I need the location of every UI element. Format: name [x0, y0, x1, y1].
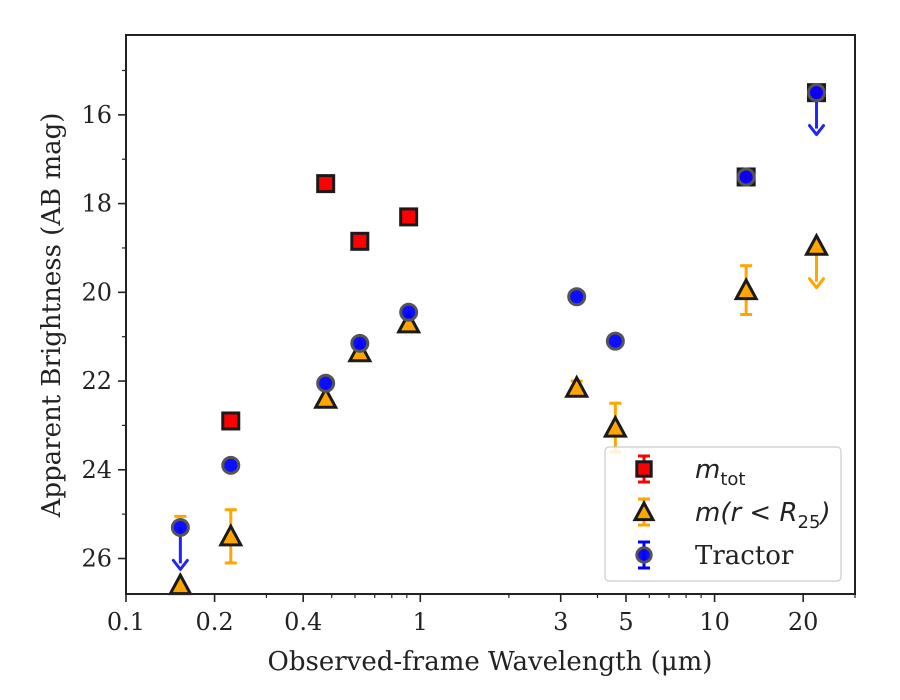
plot-layer — [167, 83, 830, 596]
point-circle — [807, 83, 827, 103]
point-triangle — [313, 385, 339, 409]
legend: mtot m(r < R25) Tractor — [604, 446, 842, 582]
x-tick-label: 20 — [788, 608, 819, 636]
y-tick-label: 16 — [81, 101, 112, 129]
legend-label: m(r < R25) — [695, 498, 831, 533]
x-axis-title: Observed-frame Wavelength (μm) — [268, 647, 713, 677]
point-circle — [736, 167, 756, 187]
point-square — [350, 231, 370, 251]
y-tick-label: 26 — [81, 545, 112, 573]
point-triangle — [564, 374, 590, 398]
y-tick-label: 18 — [81, 190, 112, 218]
point-circle — [567, 287, 587, 307]
point-square — [221, 411, 241, 431]
upper-limit-arrow-head — [808, 124, 826, 137]
y-tick-label: 24 — [81, 456, 112, 484]
x-tick-label: 0.2 — [196, 608, 234, 636]
point-square — [316, 174, 336, 194]
legend-marker-triangle — [632, 499, 656, 522]
y-axis: 16 18 20 22 24 26 — [81, 69, 126, 573]
point-triangle — [218, 523, 244, 547]
point-triangle — [167, 571, 193, 596]
point-triangle — [396, 310, 422, 334]
legend-label: Tractor — [695, 541, 794, 571]
legend-marker-circle — [635, 546, 653, 564]
legend-marker-square — [635, 460, 653, 478]
point-triangle — [733, 276, 759, 301]
upper-limit-arrow-head — [808, 277, 826, 290]
x-tick-label: 1 — [413, 608, 428, 636]
point-circle — [170, 517, 190, 537]
point-triangle — [602, 414, 628, 438]
plot-frame — [125, 34, 856, 595]
x-tick-label: 0.1 — [107, 608, 145, 636]
legend-label: mtot — [695, 455, 745, 490]
x-tick-label: 10 — [699, 608, 730, 636]
y-axis-title: Apparent Brightness (AB mag) — [37, 113, 67, 519]
point-circle — [605, 331, 625, 351]
x-tick-label: 3 — [553, 608, 568, 636]
legend-box — [604, 446, 842, 582]
y-tick-label: 20 — [81, 278, 112, 306]
point-circle — [316, 373, 336, 393]
y-tick-label: 22 — [81, 367, 112, 395]
x-tick-label: 0.4 — [284, 608, 322, 636]
x-axis: 0.1 0.2 0.4 1 3 5 10 20 — [107, 594, 856, 636]
upper-limit-arrow-head — [171, 558, 189, 571]
point-square — [399, 207, 419, 227]
point-circle — [399, 302, 419, 322]
point-circle — [350, 333, 370, 353]
point-circle — [221, 455, 241, 475]
point-triangle — [803, 232, 830, 256]
x-tick-label: 5 — [618, 608, 633, 636]
